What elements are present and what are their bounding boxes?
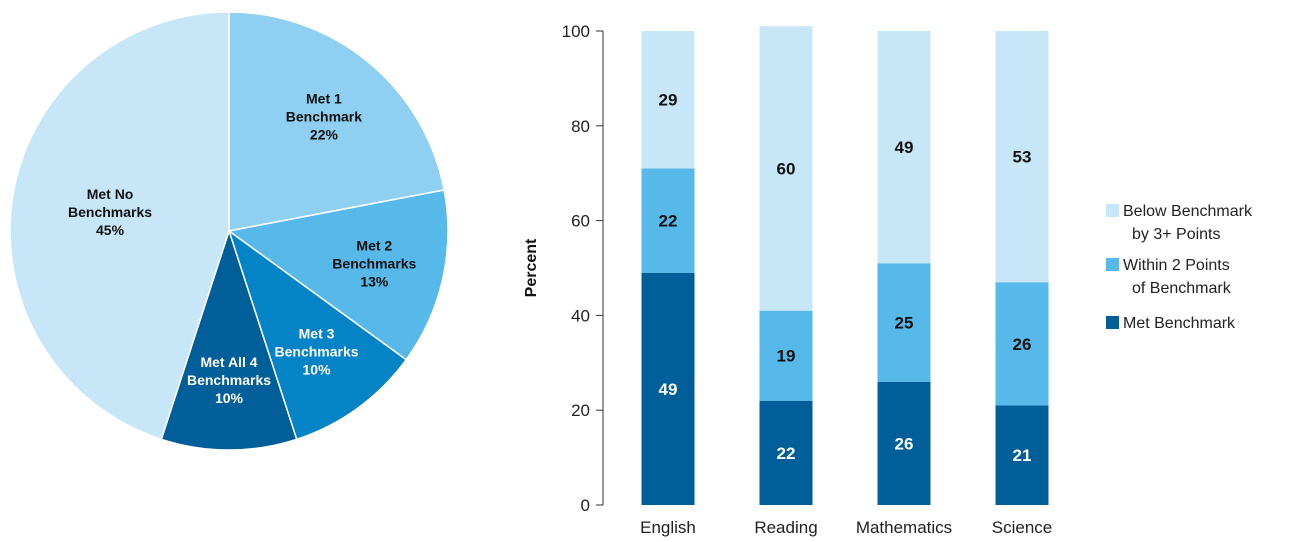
- y-tick-label: 40: [571, 306, 590, 325]
- legend-label-line: of Benchmark: [1132, 280, 1232, 297]
- pie-slice: [160, 228, 298, 451]
- legend-swatch: [1106, 204, 1119, 217]
- bar-segment: [995, 282, 1049, 406]
- x-tick-label: Science: [992, 518, 1052, 537]
- bar-segment: [877, 31, 931, 264]
- y-axis: 0 20 40 60 80 100 Percent: [523, 22, 604, 515]
- pie-slice-label: Met No Benchmarks 45%: [68, 186, 152, 238]
- bar-value-label: 26: [1013, 335, 1032, 354]
- y-tick-label: 100: [562, 22, 590, 41]
- pie-slice-label-line: Met No: [87, 186, 134, 202]
- bar-value-label: 19: [777, 347, 796, 366]
- subject-stacked-bar-chart: 0 20 40 60 80 100 Percent 49 22 29 22 19 60 26 25 49 21…: [523, 22, 1253, 537]
- legend-label: Within 2 Points of Benchmark: [1123, 257, 1232, 297]
- bar-value-label: 49: [659, 380, 678, 399]
- bar-value-label: 53: [1013, 148, 1032, 167]
- pie-slice: [227, 229, 408, 441]
- bar-segment: [641, 31, 695, 169]
- benchmarks-met-pie-chart: Met 1 Benchmark 22% Met 2 Benchmarks 13% Met 3…: [9, 11, 449, 451]
- bar-segment: [641, 168, 695, 273]
- pie-slice: [9, 11, 230, 441]
- bar-segment: [877, 381, 931, 505]
- pie-slice-label-line: Benchmark: [286, 108, 362, 124]
- pie-slice-label-line: Benchmarks: [275, 343, 359, 359]
- pie-slice-label: Met 1 Benchmark 22%: [286, 90, 362, 142]
- pie-slice-label-line: Met 3: [299, 325, 335, 341]
- bar-value-label: 49: [895, 138, 914, 157]
- bar-value-label: 26: [895, 434, 914, 453]
- pie-slice: [228, 11, 445, 232]
- bar-value-label: 29: [659, 91, 678, 110]
- legend-label: Below Benchmark by 3+ Points: [1123, 203, 1253, 243]
- x-axis: English Reading Mathematics Science: [640, 518, 1052, 537]
- pie-slice-label: Met All 4 Benchmarks 10%: [187, 354, 271, 406]
- legend-label-line: Below Benchmark: [1123, 203, 1253, 220]
- legend-label-line: Met Benchmark: [1123, 315, 1236, 332]
- bar-segment: [641, 272, 695, 505]
- legend-label-line: by 3+ Points: [1132, 226, 1221, 243]
- pie-slice-label-line: Met All 4: [200, 354, 257, 370]
- pie-slice-label-line: Benchmarks: [187, 372, 271, 388]
- bar-segment: [759, 310, 813, 401]
- pie-slice-label-line: Met 1: [306, 90, 342, 106]
- pie-slice-label-line: 10%: [303, 361, 332, 377]
- bars: 49 22 29 22 19 60 26 25 49 21 26 53: [641, 26, 1049, 505]
- x-tick-label: Mathematics: [856, 518, 952, 537]
- pie-slice-label: Met 2 Benchmarks 13%: [332, 237, 416, 289]
- pie-slice-label: Met 3 Benchmarks 10%: [275, 325, 359, 377]
- bar-value-label: 22: [777, 444, 796, 463]
- legend-swatch: [1106, 316, 1119, 329]
- legend: Below Benchmark by 3+ Points Within 2 Poin…: [1106, 203, 1253, 332]
- x-tick-label: Reading: [754, 518, 817, 537]
- pie-slice-label-line: 45%: [96, 222, 125, 238]
- legend-label: Met Benchmark: [1123, 315, 1236, 332]
- pie-slice-label-line: Benchmarks: [68, 204, 152, 220]
- bar-segment: [995, 31, 1049, 283]
- bar-segment: [995, 405, 1049, 505]
- bar-value-label: 21: [1013, 446, 1032, 465]
- pie-slice-label-line: 22%: [310, 126, 339, 142]
- pie-slice-label-line: 10%: [215, 390, 244, 406]
- bar-value-label: 60: [777, 159, 796, 178]
- legend-label-line: Within 2 Points: [1123, 257, 1230, 274]
- bar-segment: [877, 263, 931, 382]
- bar-segment: [759, 26, 813, 311]
- pie-slice-label-line: 13%: [360, 273, 389, 289]
- bar-value-label: 25: [895, 314, 914, 333]
- y-axis-title: Percent: [523, 238, 540, 297]
- pie-slice-label-line: Met 2: [356, 237, 392, 253]
- bar-segment: [759, 400, 813, 505]
- y-tick-label: 80: [571, 117, 590, 136]
- pie-slice-label-line: Benchmarks: [332, 255, 416, 271]
- y-tick-label: 0: [581, 496, 590, 515]
- legend-swatch: [1106, 258, 1119, 271]
- y-tick-label: 60: [571, 212, 590, 231]
- x-tick-label: English: [640, 518, 696, 537]
- bar-value-label: 22: [659, 212, 678, 231]
- y-tick-label: 20: [571, 401, 590, 420]
- pie-slice: [227, 189, 449, 361]
